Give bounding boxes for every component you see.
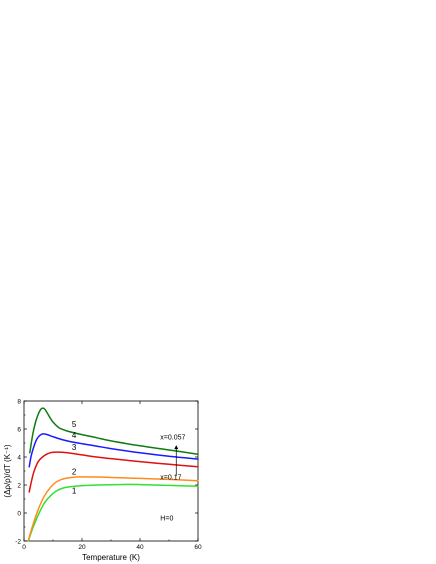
series-line-4 [28,433,199,468]
y-axis-label: (Δρ/ρ)/dT (K⁻¹) [3,444,12,498]
y-tick-label: 4 [17,454,21,461]
arrow-head [174,445,179,450]
y-tick-label: 0 [17,510,21,517]
series-line-2 [27,476,199,542]
annotation: H=0 [160,516,173,523]
x-tick-label: 40 [136,544,144,551]
curve-label-3: 3 [72,443,77,452]
curve-label-5: 5 [72,420,77,429]
curve-label-1: 1 [72,486,77,495]
y-tick-label: 2 [17,482,21,489]
series-line-1 [27,483,199,542]
y-tick-label: -2 [15,538,21,545]
x-axis-label: Temperature (K) [82,553,140,562]
series-layer [27,407,199,542]
y-tick-label: 8 [17,398,21,405]
labels-layer: 1 2 3 4 5 x=0.057 x=0.17 H=0 [72,420,186,523]
x-tick-label: 0 [22,544,26,551]
x-tick-label: 20 [78,544,86,551]
series-line-3 [28,451,199,493]
series-line-5 [29,407,199,455]
curve-label-2: 2 [72,468,77,477]
x-tick-label: 60 [194,544,202,551]
y-tick-label: 6 [17,426,21,433]
curve-label-4: 4 [72,431,77,440]
annotation: x=0.17 [160,474,181,481]
annotation: x=0.057 [160,435,185,442]
